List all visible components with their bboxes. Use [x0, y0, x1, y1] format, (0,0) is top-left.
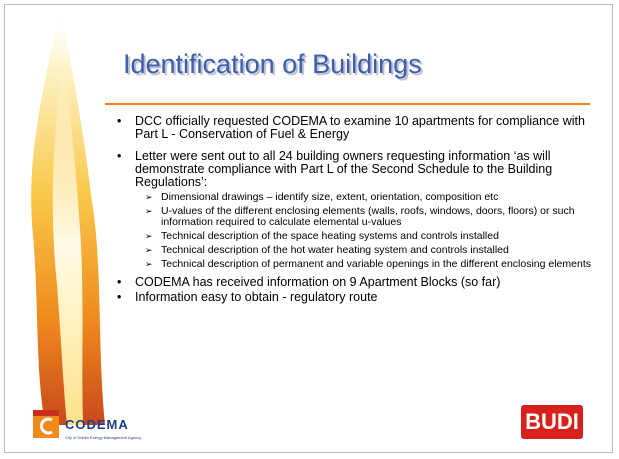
- page: Identification of Buildings DCC official…: [0, 0, 619, 459]
- codema-icon: [33, 410, 59, 438]
- slide: Identification of Buildings DCC official…: [4, 4, 613, 453]
- sub-bullet-item: Technical description of the space heati…: [145, 231, 591, 242]
- bullet-item: CODEMA has received information on 9 Apa…: [113, 276, 591, 289]
- sub-list: Dimensional drawings – identify size, ex…: [113, 192, 591, 270]
- bullet-item: Letter were sent out to all 24 building …: [113, 150, 591, 189]
- slide-title: Identification of Buildings: [123, 49, 422, 80]
- sub-bullet-item: Technical description of the hot water h…: [145, 245, 591, 256]
- title-rule: [105, 103, 590, 105]
- codema-logo-name: CODEMA: [65, 417, 129, 432]
- bullet-item: Information easy to obtain - regulatory …: [113, 291, 591, 304]
- sub-bullet-item: U-values of the different enclosing elem…: [145, 206, 591, 228]
- budi-logo: BUDI: [521, 405, 583, 439]
- flame-graphic: [5, 5, 115, 425]
- sub-bullet-item: Technical description of permanent and v…: [145, 259, 591, 270]
- sub-bullet-item: Dimensional drawings – identify size, ex…: [145, 192, 591, 203]
- bullet-item: DCC officially requested CODEMA to exami…: [113, 115, 591, 141]
- codema-logo-tagline: City of Dublin Energy Management Agency: [65, 435, 141, 440]
- bullet-list: DCC officially requested CODEMA to exami…: [113, 115, 591, 313]
